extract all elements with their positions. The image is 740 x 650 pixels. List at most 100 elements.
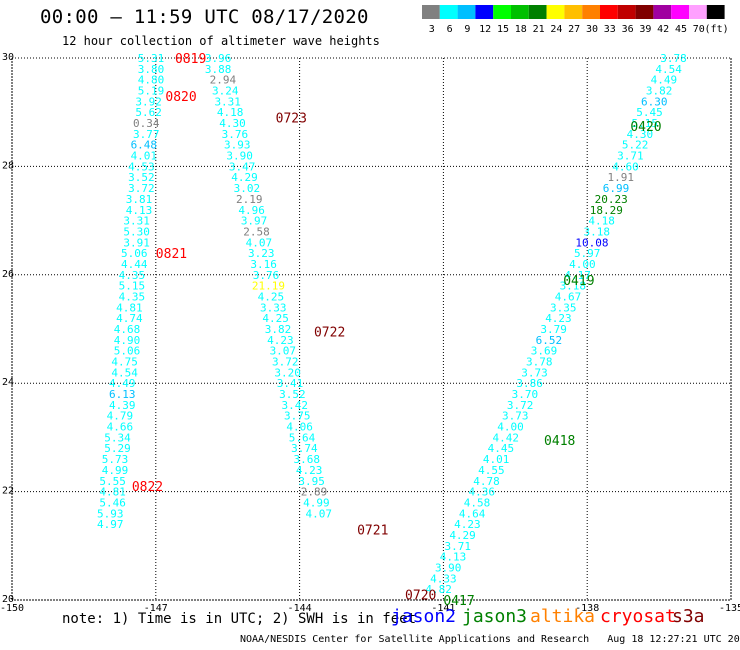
wave-height-value: 4.30 bbox=[219, 117, 246, 130]
scale-label: 6 bbox=[447, 24, 453, 35]
wave-height-value: 1.91 bbox=[608, 171, 635, 184]
wave-height-value: 3.78 bbox=[526, 356, 553, 369]
wave-height-value: 4.18 bbox=[588, 215, 615, 228]
scale-label: 21 bbox=[533, 24, 545, 35]
credit-text: NOAA/NESDIS Center for Satellite Applica… bbox=[240, 634, 590, 645]
y-tick-label: 22 bbox=[2, 486, 14, 497]
wave-height-value: 2.89 bbox=[301, 486, 328, 499]
wave-height-value: 4.00 bbox=[569, 258, 596, 271]
pass-time-label: 0418 bbox=[544, 434, 575, 449]
wave-height-value: 3.88 bbox=[205, 63, 232, 76]
page-subtitle: 12 hour collection of altimeter wave hei… bbox=[62, 34, 380, 48]
scale-swatch bbox=[422, 5, 440, 19]
wave-height-value: 5.15 bbox=[119, 280, 146, 293]
wave-height-value: 3.72 bbox=[128, 182, 155, 195]
wave-height-value: 3.73 bbox=[502, 410, 529, 423]
wave-height-value: 6.48 bbox=[131, 139, 158, 152]
wave-height-value: 6.52 bbox=[536, 334, 563, 347]
scale-swatch bbox=[475, 5, 494, 19]
scale-label: 70 bbox=[693, 24, 705, 35]
y-tick-label: 24 bbox=[2, 377, 14, 388]
wave-height-value: 3.18 bbox=[560, 280, 587, 293]
pass-time-label: 0721 bbox=[357, 524, 388, 539]
page-title: 00:00 – 11:59 UTC 08/17/2020 bbox=[40, 6, 369, 28]
wave-height-value: 4.81 bbox=[99, 486, 126, 499]
units-note: note: 1) Time is in UTC; 2) SWH is in fe… bbox=[62, 611, 417, 627]
wave-height-value: 3.78 bbox=[660, 52, 687, 65]
pass-time-label: 0819 bbox=[175, 52, 206, 67]
wave-height-value: 4.06 bbox=[286, 421, 313, 434]
wave-height-value: 18.29 bbox=[590, 204, 623, 217]
scale-swatch bbox=[671, 5, 689, 19]
pass-time-label: 0821 bbox=[156, 247, 187, 262]
wave-height-value: 3.35 bbox=[550, 301, 577, 314]
wave-height-value: 5.97 bbox=[574, 247, 601, 260]
wave-height-value: 3.95 bbox=[298, 475, 325, 488]
wave-height-value: 4.23 bbox=[454, 518, 481, 531]
wave-height-value: 5.46 bbox=[99, 496, 126, 509]
wave-height-value: 3.16 bbox=[250, 258, 277, 271]
wave-height-value: 20.23 bbox=[595, 193, 628, 206]
wave-height-value: 5.34 bbox=[104, 431, 131, 444]
wave-height-value: 4.39 bbox=[109, 399, 136, 412]
wave-height-value: 3.81 bbox=[126, 193, 153, 206]
scale-label: 15 bbox=[497, 24, 509, 35]
pass-time-label: 0420 bbox=[630, 120, 661, 135]
wave-height-value: 3.52 bbox=[279, 388, 306, 401]
wave-height-value: 5.55 bbox=[99, 475, 126, 488]
y-tick-label: 20 bbox=[2, 594, 14, 605]
wave-height-value: 4.01 bbox=[483, 453, 510, 466]
scale-swatch bbox=[439, 5, 458, 19]
scale-swatch bbox=[564, 5, 583, 19]
wave-height-value: 3.86 bbox=[516, 377, 543, 390]
wave-height-value: 5.06 bbox=[114, 345, 141, 358]
scale-swatch bbox=[493, 5, 511, 19]
wave-height-value: 4.49 bbox=[109, 377, 136, 390]
scale-label: 18 bbox=[515, 24, 527, 35]
wave-height-value: 4.49 bbox=[651, 74, 678, 87]
wave-height-value: 3.31 bbox=[214, 95, 241, 108]
wave-height-value: 5.64 bbox=[289, 431, 316, 444]
wave-height-value: 3.71 bbox=[617, 150, 644, 163]
wave-height-value: 4.90 bbox=[114, 334, 141, 347]
pass-time-label: 0820 bbox=[165, 90, 196, 105]
wave-height-value: 3.20 bbox=[274, 366, 301, 379]
wave-height-value: 4.13 bbox=[440, 551, 467, 564]
wave-height-value: 4.45 bbox=[488, 442, 515, 455]
y-tick-label: 28 bbox=[2, 160, 14, 171]
wave-height-value: 4.80 bbox=[138, 74, 165, 87]
wave-height-value: 4.81 bbox=[116, 301, 143, 314]
wave-height-value: 4.64 bbox=[459, 507, 486, 520]
wave-height-value: 4.23 bbox=[545, 312, 572, 325]
wave-height-value: 6.30 bbox=[641, 95, 668, 108]
wave-height-value: 5.31 bbox=[138, 52, 165, 65]
wave-height-value: 4.99 bbox=[303, 496, 330, 509]
scale-label: 45 bbox=[675, 24, 687, 35]
y-tick-label: 26 bbox=[2, 269, 14, 280]
scale-label: 27 bbox=[568, 24, 580, 35]
footer-credit: NOAA/NESDIS Center for Satellite Applica… bbox=[240, 634, 740, 645]
wave-height-value: 5.06 bbox=[121, 247, 148, 260]
pass-time-label: 0419 bbox=[563, 274, 594, 289]
wave-height-value: 4.25 bbox=[262, 312, 289, 325]
wave-height-value: 3.07 bbox=[270, 345, 297, 358]
wave-height-value: 3.23 bbox=[248, 247, 275, 260]
scale-label: 24 bbox=[550, 24, 562, 35]
wave-height-value: 5.19 bbox=[138, 85, 165, 98]
wave-height-value: 4.97 bbox=[97, 518, 124, 531]
y-tick-label: 30 bbox=[2, 52, 14, 63]
scale-swatch bbox=[546, 5, 565, 19]
wave-height-value: 4.60 bbox=[612, 160, 639, 173]
wave-height-value: 4.13 bbox=[126, 204, 153, 217]
wave-height-value: 3.69 bbox=[531, 345, 558, 358]
wave-height-value: 4.78 bbox=[473, 475, 500, 488]
wave-height-value: 3.18 bbox=[584, 225, 611, 238]
wave-height-value: 3.76 bbox=[222, 128, 249, 141]
wave-height-value: 6.13 bbox=[109, 388, 136, 401]
x-tick-label: -141 bbox=[431, 603, 455, 614]
wave-height-value: 3.97 bbox=[241, 215, 268, 228]
scale-label: (ft) bbox=[705, 24, 729, 35]
scale-swatch bbox=[617, 5, 636, 19]
scale-swatch bbox=[653, 5, 672, 19]
wave-height-value: 4.07 bbox=[246, 236, 273, 249]
